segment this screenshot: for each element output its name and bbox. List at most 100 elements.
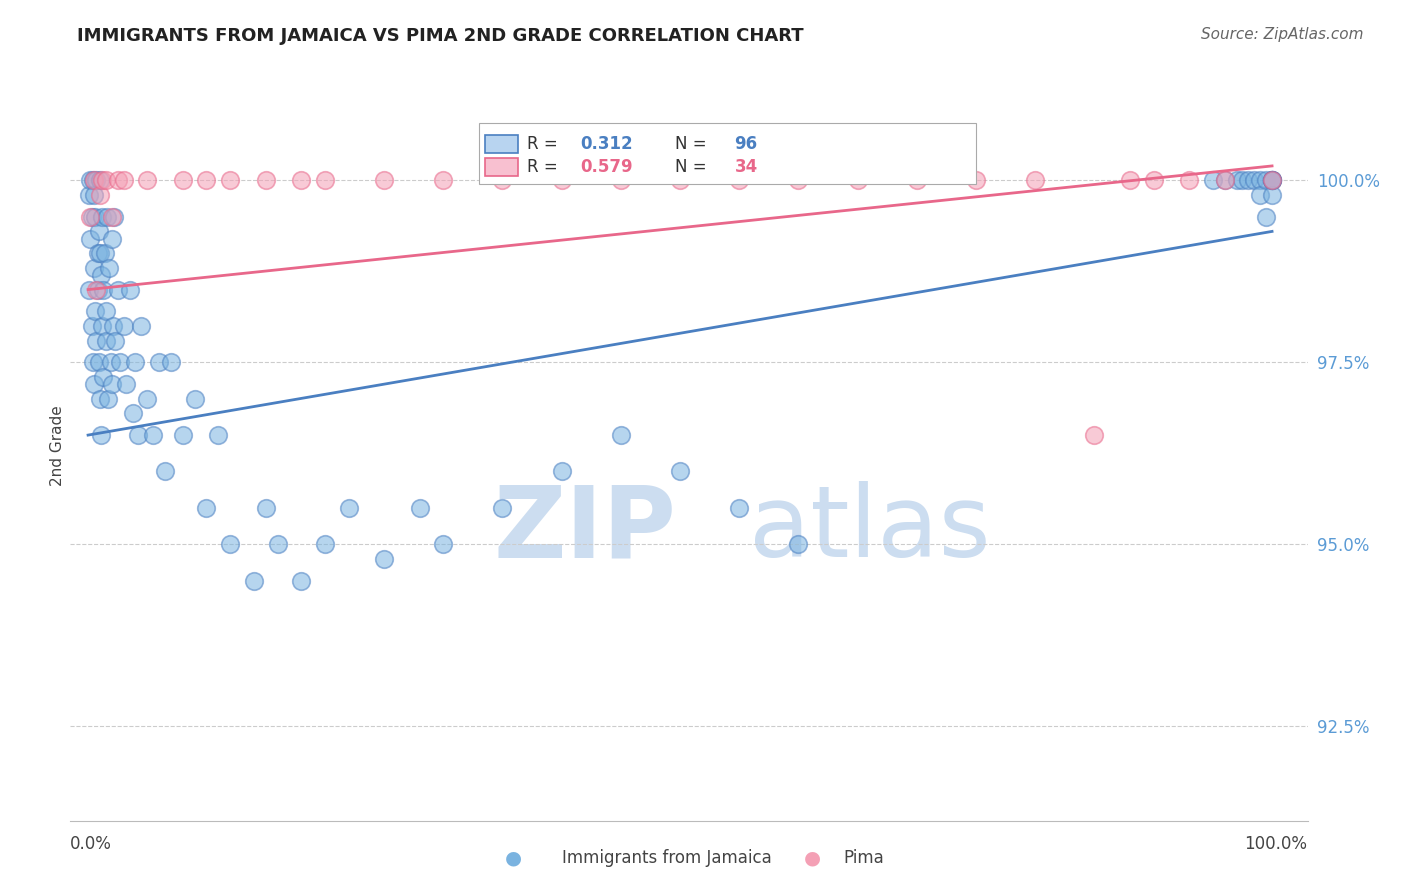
- Point: [965, 173, 987, 187]
- Point: [491, 173, 513, 187]
- FancyBboxPatch shape: [478, 123, 976, 184]
- Point: [84, 210, 107, 224]
- Point: [290, 173, 312, 187]
- Point: [1225, 173, 1247, 187]
- Point: [93, 370, 115, 384]
- Point: [104, 334, 127, 348]
- Text: Source: ZipAtlas.com: Source: ZipAtlas.com: [1201, 27, 1364, 42]
- Point: [1243, 173, 1265, 187]
- Point: [1261, 173, 1284, 187]
- Point: [103, 210, 125, 224]
- Point: [1178, 173, 1201, 187]
- Point: [122, 406, 145, 420]
- Point: [136, 173, 159, 187]
- Point: [94, 304, 117, 318]
- Point: [80, 318, 103, 333]
- Point: [787, 173, 810, 187]
- Point: [219, 173, 242, 187]
- Point: [124, 355, 146, 369]
- Point: [98, 260, 121, 275]
- Point: [183, 392, 205, 406]
- Point: [905, 173, 928, 187]
- Point: [142, 428, 165, 442]
- Point: [86, 173, 108, 187]
- Point: [846, 173, 869, 187]
- Point: [1024, 173, 1046, 187]
- Point: [550, 173, 572, 187]
- Point: [243, 574, 266, 588]
- Point: [1232, 173, 1254, 187]
- Point: [94, 334, 117, 348]
- Point: [610, 173, 633, 187]
- Point: [97, 392, 120, 406]
- Point: [82, 355, 104, 369]
- Point: [118, 283, 141, 297]
- Point: [1249, 173, 1271, 187]
- Point: [432, 173, 454, 187]
- Point: [131, 318, 153, 333]
- Point: [610, 428, 633, 442]
- Point: [290, 574, 312, 588]
- Point: [254, 173, 277, 187]
- Point: [112, 173, 135, 187]
- Point: [86, 334, 108, 348]
- Point: [87, 224, 110, 238]
- Point: [115, 377, 138, 392]
- Point: [1261, 173, 1284, 187]
- Text: 0.579: 0.579: [581, 159, 633, 177]
- Point: [82, 173, 104, 187]
- Point: [1213, 173, 1236, 187]
- Point: [112, 318, 135, 333]
- Point: [90, 428, 112, 442]
- Point: [153, 465, 176, 479]
- Text: Pima: Pima: [844, 849, 884, 867]
- Point: [314, 173, 336, 187]
- Point: [107, 283, 129, 297]
- Point: [83, 173, 105, 187]
- Point: [107, 173, 129, 187]
- Point: [86, 246, 108, 260]
- Point: [1202, 173, 1225, 187]
- Text: Immigrants from Jamaica: Immigrants from Jamaica: [562, 849, 772, 867]
- Text: ●: ●: [505, 848, 522, 868]
- Text: 96: 96: [734, 135, 758, 153]
- Bar: [485, 158, 517, 176]
- Point: [337, 500, 360, 515]
- Point: [1143, 173, 1166, 187]
- Point: [100, 232, 122, 246]
- Point: [491, 500, 513, 515]
- Point: [91, 210, 114, 224]
- Point: [1119, 173, 1142, 187]
- Point: [79, 232, 101, 246]
- Point: [1261, 173, 1284, 187]
- Point: [314, 537, 336, 551]
- Point: [89, 188, 111, 202]
- Point: [373, 173, 395, 187]
- Point: [219, 537, 242, 551]
- Point: [669, 173, 692, 187]
- Point: [80, 210, 103, 224]
- Point: [432, 537, 454, 551]
- Point: [408, 500, 430, 515]
- Point: [77, 188, 100, 202]
- Point: [207, 428, 229, 442]
- Bar: [485, 135, 517, 153]
- Point: [89, 246, 111, 260]
- Point: [93, 283, 115, 297]
- Point: [86, 283, 108, 297]
- Point: [127, 428, 149, 442]
- Point: [787, 537, 810, 551]
- Point: [91, 173, 114, 187]
- Point: [108, 355, 131, 369]
- Text: ●: ●: [804, 848, 821, 868]
- Point: [77, 283, 100, 297]
- Text: N =: N =: [675, 159, 713, 177]
- Point: [1237, 173, 1260, 187]
- Point: [669, 465, 692, 479]
- Text: 34: 34: [734, 159, 758, 177]
- Point: [100, 355, 122, 369]
- Point: [87, 355, 110, 369]
- Point: [94, 173, 117, 187]
- Point: [89, 392, 111, 406]
- Text: R =: R =: [527, 135, 564, 153]
